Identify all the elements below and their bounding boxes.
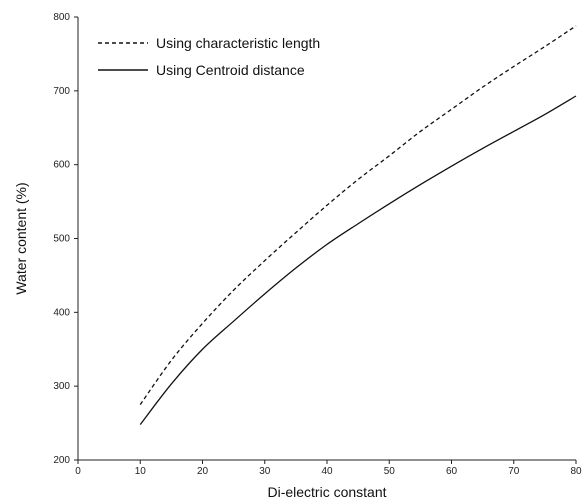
axes [77,17,576,461]
y-axis-title: Water content (%) [13,182,29,294]
legend: Using characteristic length Using Centroi… [98,35,320,78]
y-tick-label: 800 [53,12,70,23]
y-tick-label: 200 [53,455,70,466]
x-tick-label: 20 [197,466,209,477]
x-tick-label: 70 [508,466,520,477]
legend-label-1: Using characteristic length [156,35,320,51]
ticks: 0 10 20 30 40 50 60 70 80 200 300 400 500 600 700 800 [53,12,582,477]
x-axis-title: Di-electric constant [267,484,386,500]
x-tick-label: 30 [259,466,271,477]
series-line-1 [139,25,577,405]
x-tick-label: 40 [321,466,333,477]
y-tick-label: 700 [53,86,70,97]
series-group [139,25,577,425]
x-tick-label: 10 [135,466,147,477]
legend-label-2: Using Centroid distance [156,62,305,78]
x-tick-label: 80 [570,466,582,477]
x-tick-label: 50 [384,466,396,477]
series-line-2 [139,95,577,425]
x-tick-label: 0 [75,466,81,477]
y-tick-label: 500 [53,234,70,245]
y-tick-label: 400 [53,307,70,318]
x-tick-label: 60 [446,466,458,477]
y-tick-label: 600 [53,160,70,171]
y-tick-label: 300 [53,381,70,392]
